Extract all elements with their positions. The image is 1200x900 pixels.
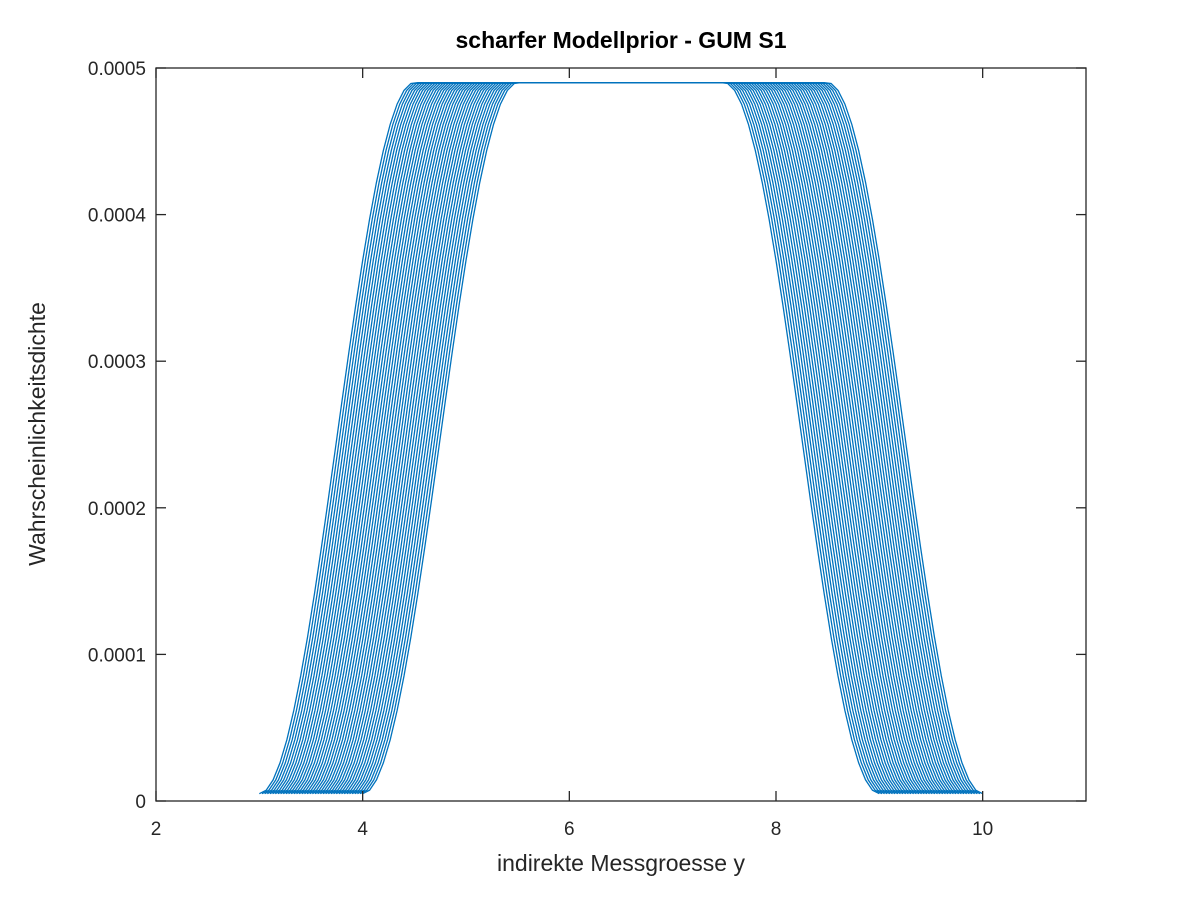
series-line [362, 82, 983, 795]
x-tick-label: 4 [357, 819, 368, 840]
y-tick-label: 0.0003 [88, 352, 146, 373]
y-tick-label: 0.0004 [88, 206, 147, 227]
y-tick-label: 0.0002 [88, 499, 146, 520]
y-tick-label: 0.0005 [88, 59, 146, 80]
x-tick-label: 10 [972, 819, 993, 840]
x-tick-label: 6 [564, 819, 575, 840]
x-tick-label: 8 [771, 819, 782, 840]
axes-box [155, 67, 1087, 802]
plot-area [156, 68, 1086, 801]
y-axis: 0 0.0001 0.0002 0.0003 0.0004 0.0005 [88, 59, 1086, 813]
x-tick-label: 2 [151, 819, 162, 840]
series-group [259, 82, 983, 795]
y-axis-title: Wahrscheinlichkeitsdichte [24, 302, 50, 566]
x-axis-title: indirekte Messgroesse y [497, 850, 745, 876]
y-tick-label: 0.0001 [88, 645, 146, 666]
x-axis: 2 4 6 8 10 [151, 68, 993, 840]
chart-title: scharfer Modellprior - GUM S1 [455, 27, 786, 53]
y-tick-label: 0 [135, 792, 146, 813]
